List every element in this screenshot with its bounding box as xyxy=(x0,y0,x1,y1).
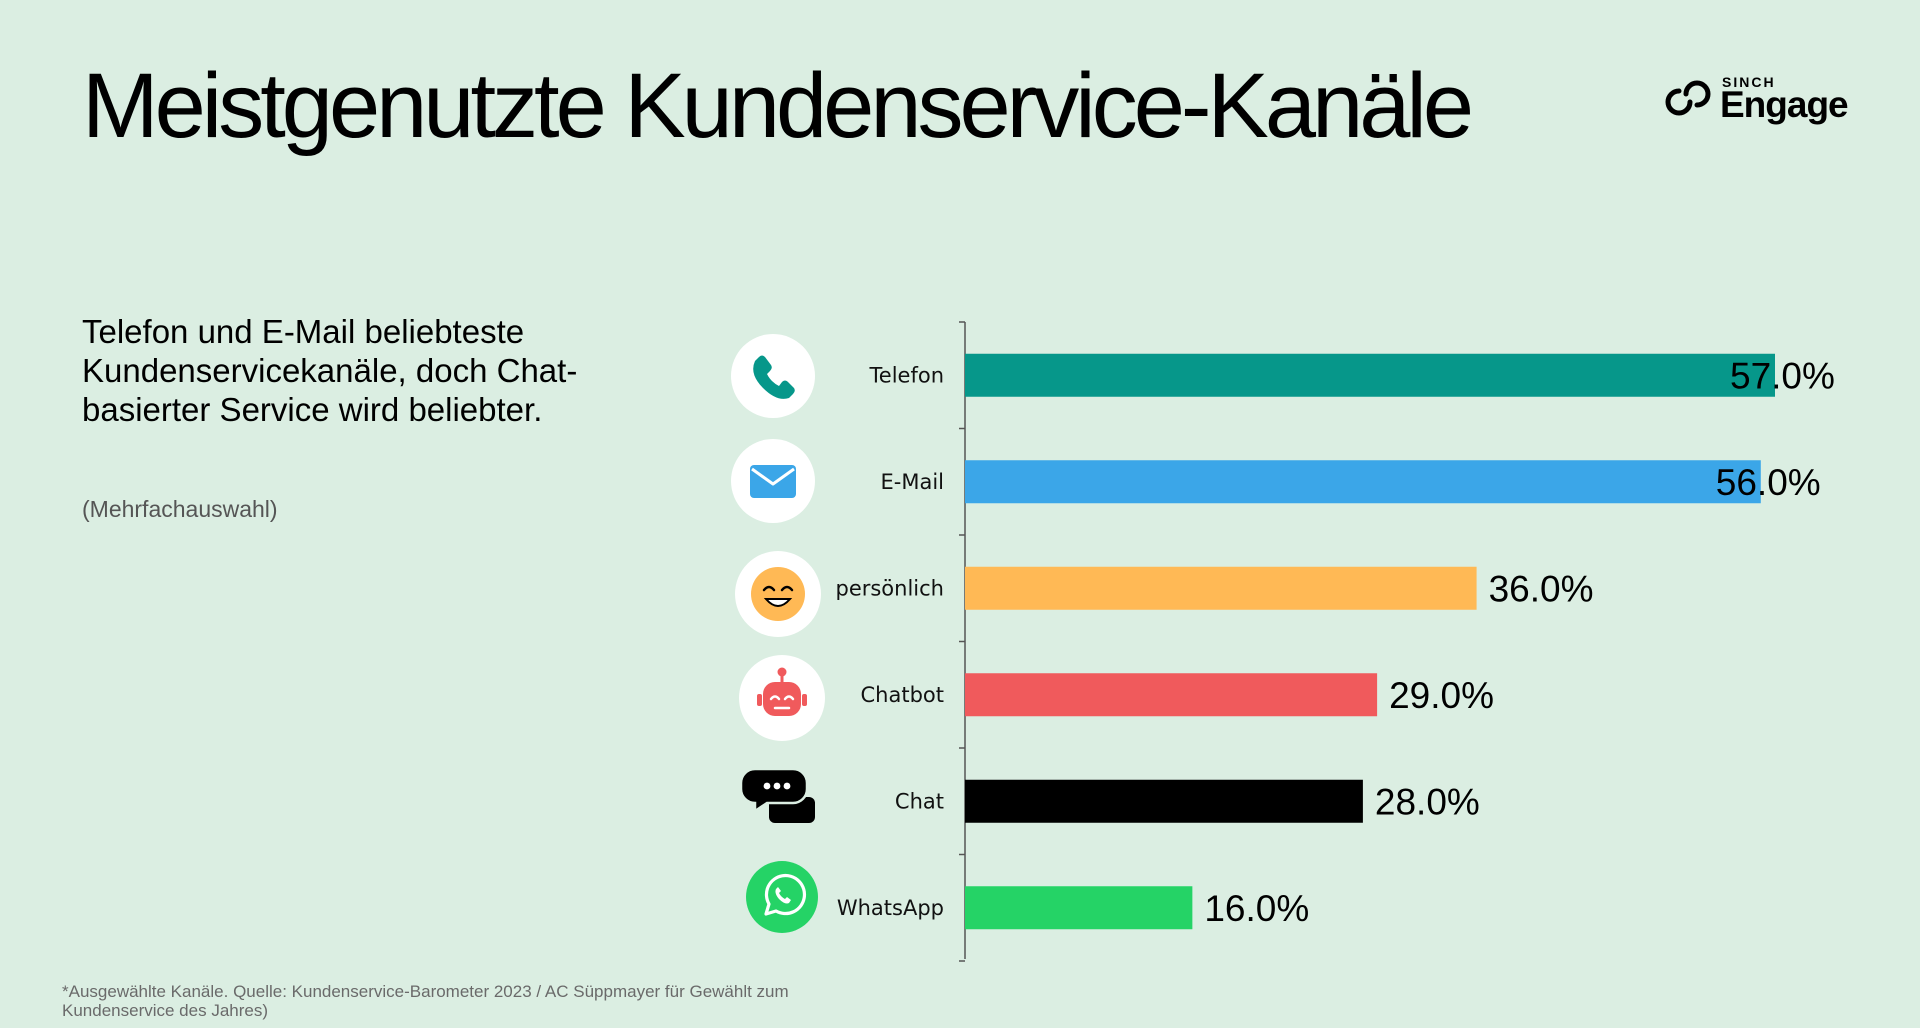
multi-select-note: (Mehrfachauswahl) xyxy=(82,496,278,522)
sinch-logo-icon xyxy=(1665,80,1711,116)
bar-chatbot xyxy=(965,673,1378,717)
value-label: 29.0% xyxy=(1389,675,1494,716)
category-label: E-Mail xyxy=(880,470,944,494)
logo-product-text: Engage xyxy=(1720,84,1849,125)
bar-whatsapp xyxy=(965,886,1193,930)
chat-bubbles-icon xyxy=(739,767,815,823)
footnote: *Ausgewählte Kanäle. Quelle: Kundenservi… xyxy=(62,982,789,1020)
headline: Telefon und E-Mail beliebteste Kundenser… xyxy=(82,313,578,428)
bar-pers-nlich xyxy=(965,566,1477,610)
logo-brand-text: SINCH xyxy=(1722,74,1776,90)
bar-telefon xyxy=(965,353,1775,397)
bar-e-mail xyxy=(965,460,1761,504)
value-label: 57.0% xyxy=(1730,355,1835,396)
page-title: Meistgenutzte Kundenservice-Kanäle xyxy=(82,55,1474,157)
value-label: 28.0% xyxy=(1375,781,1480,822)
bar-chat xyxy=(965,779,1363,823)
value-label: 56.0% xyxy=(1716,462,1821,503)
category-label: Chatbot xyxy=(861,683,945,707)
email-icon xyxy=(731,439,815,523)
sinch-engage-logo: SINCH Engage xyxy=(1664,72,1849,132)
category-label: WhatsApp xyxy=(837,896,944,920)
robot-icon xyxy=(739,655,825,741)
category-label: Chat xyxy=(895,789,944,813)
category-label: Telefon xyxy=(869,363,944,387)
value-label: 16.0% xyxy=(1204,888,1309,929)
category-label: persönlich xyxy=(835,576,944,600)
value-label: 36.0% xyxy=(1489,568,1594,609)
whatsapp-icon xyxy=(746,861,818,933)
phone-icon xyxy=(731,334,815,418)
smiley-icon xyxy=(735,551,821,637)
